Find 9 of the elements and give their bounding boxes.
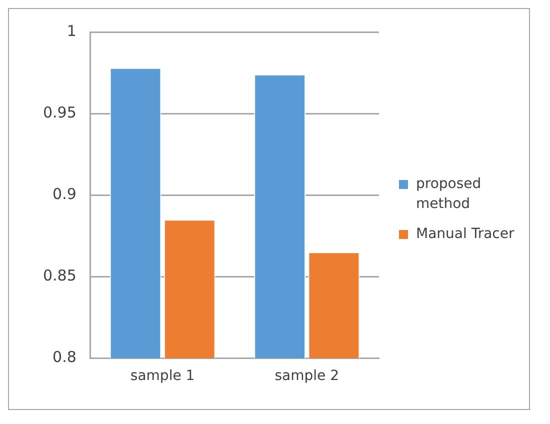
y-tick-label: 0.85 — [42, 266, 76, 285]
y-tick-label: 1 — [66, 22, 76, 40]
x-tick-label: sample 1 — [130, 368, 195, 384]
y-tick-label: 0.9 — [52, 184, 76, 203]
y-tick-label: 0.95 — [42, 103, 76, 122]
y-tick-label: 0.8 — [52, 348, 76, 366]
legend-label: proposed method — [416, 175, 482, 214]
legend-label: Manual Tracer — [416, 225, 514, 244]
x-tick-label: sample 2 — [274, 368, 339, 384]
